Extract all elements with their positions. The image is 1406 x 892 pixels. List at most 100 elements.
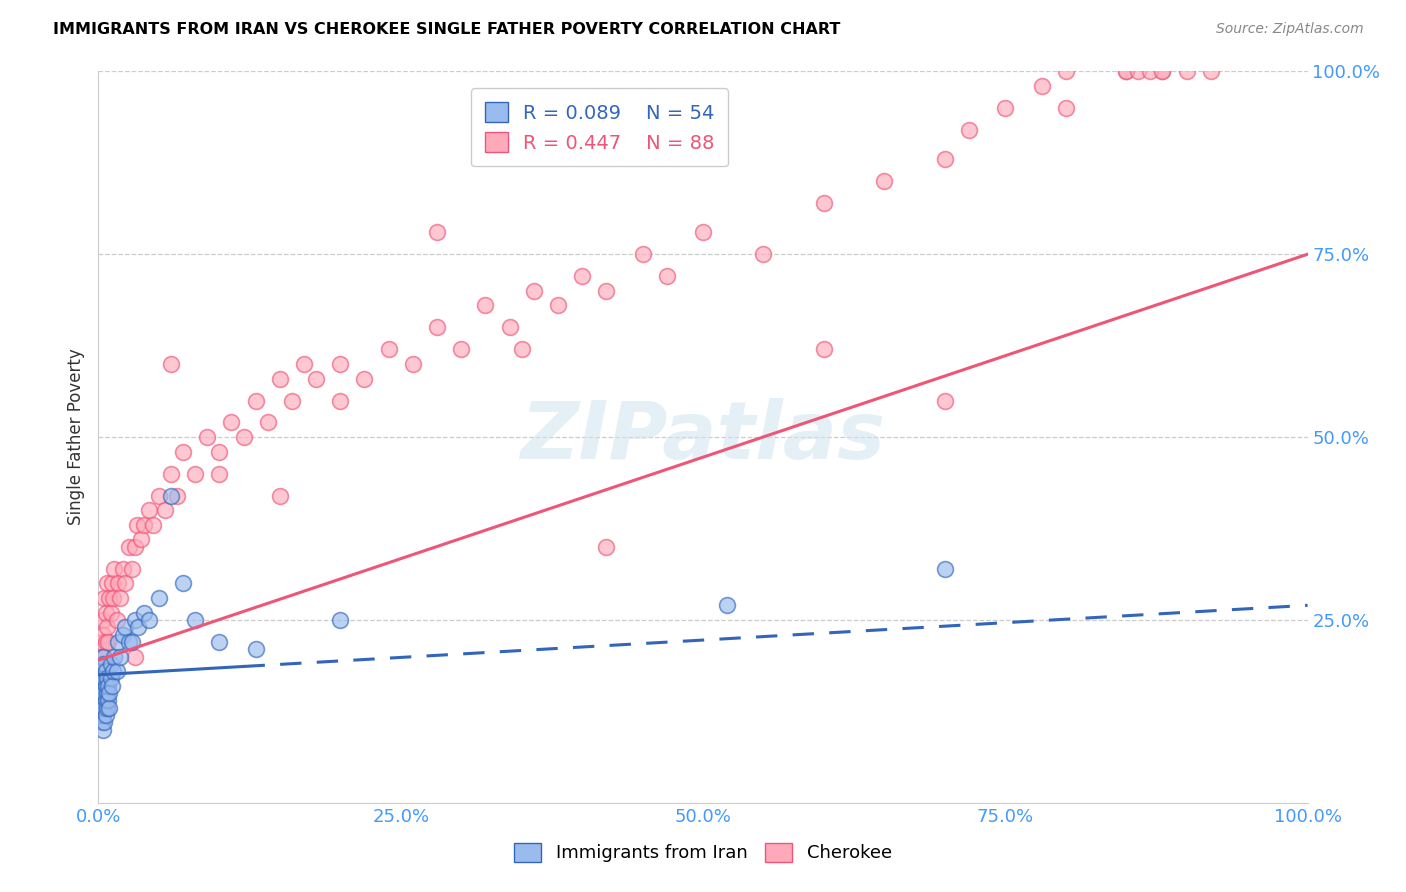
Point <box>134 517 156 532</box>
Point <box>595 540 617 554</box>
Point <box>813 343 835 357</box>
Point <box>91 693 114 707</box>
Point <box>184 467 207 481</box>
Point <box>118 635 141 649</box>
Point <box>994 101 1017 115</box>
Point <box>571 269 593 284</box>
Point <box>114 620 136 634</box>
Point <box>1199 64 1222 78</box>
Point <box>129 533 152 547</box>
Point <box>957 123 980 137</box>
Point <box>91 686 114 700</box>
Point <box>98 686 121 700</box>
Point <box>281 393 304 408</box>
Y-axis label: Single Father Poverty: Single Father Poverty <box>66 349 84 525</box>
Point <box>329 393 352 408</box>
Point <box>813 196 835 211</box>
Point <box>474 298 496 312</box>
Point <box>93 657 115 671</box>
Point <box>97 679 120 693</box>
Point <box>121 562 143 576</box>
Point <box>208 444 231 458</box>
Point <box>105 664 128 678</box>
Point <box>377 343 399 357</box>
Point <box>1139 64 1161 78</box>
Point <box>90 693 112 707</box>
Point <box>655 269 678 284</box>
Point <box>752 247 775 261</box>
Point <box>1175 64 1198 78</box>
Point <box>1128 64 1150 78</box>
Point <box>114 576 136 591</box>
Point <box>426 320 449 334</box>
Point <box>94 708 117 723</box>
Point <box>93 672 115 686</box>
Point <box>256 416 278 430</box>
Text: Source: ZipAtlas.com: Source: ZipAtlas.com <box>1216 22 1364 37</box>
Point <box>498 320 520 334</box>
Point <box>100 679 122 693</box>
Point <box>148 591 170 605</box>
Point <box>127 517 149 532</box>
Point <box>1115 64 1137 78</box>
Point <box>94 664 117 678</box>
Point <box>103 649 125 664</box>
Point <box>91 708 114 723</box>
Point <box>111 562 134 576</box>
Point <box>138 613 160 627</box>
Point <box>96 576 118 591</box>
Point <box>94 635 117 649</box>
Point <box>90 664 112 678</box>
Point <box>93 591 115 605</box>
Point <box>510 343 533 357</box>
Point <box>221 416 243 430</box>
Point <box>105 613 128 627</box>
Point <box>716 599 738 613</box>
Point <box>595 284 617 298</box>
Point <box>1054 101 1077 115</box>
Point <box>94 679 117 693</box>
Point <box>91 657 114 671</box>
Point <box>631 247 654 261</box>
Point <box>124 540 146 554</box>
Point <box>1031 78 1053 93</box>
Point <box>107 635 129 649</box>
Point <box>305 371 328 385</box>
Point <box>124 613 146 627</box>
Point <box>91 715 114 730</box>
Point <box>148 489 170 503</box>
Point <box>100 606 122 620</box>
Point <box>166 489 188 503</box>
Point <box>94 693 117 707</box>
Point <box>96 672 118 686</box>
Point <box>1115 64 1137 78</box>
Point <box>91 627 114 641</box>
Text: ZIPatlas: ZIPatlas <box>520 398 886 476</box>
Point <box>934 393 956 408</box>
Point <box>90 679 112 693</box>
Point <box>160 467 183 481</box>
Point <box>108 649 131 664</box>
Point <box>100 576 122 591</box>
Point <box>124 649 146 664</box>
Point <box>97 693 120 707</box>
Point <box>142 517 165 532</box>
Point <box>101 591 124 605</box>
Point <box>93 700 115 714</box>
Point <box>934 562 956 576</box>
Point <box>547 298 569 312</box>
Point <box>232 430 254 444</box>
Point <box>138 503 160 517</box>
Point <box>153 503 176 517</box>
Point <box>450 343 472 357</box>
Point <box>873 174 896 188</box>
Point <box>184 613 207 627</box>
Legend: R = 0.089    N = 54, R = 0.447    N = 88: R = 0.089 N = 54, R = 0.447 N = 88 <box>471 88 728 167</box>
Point <box>121 635 143 649</box>
Point <box>1054 64 1077 78</box>
Point <box>426 225 449 239</box>
Point <box>91 723 114 737</box>
Point <box>160 357 183 371</box>
Point <box>118 540 141 554</box>
Point <box>96 620 118 634</box>
